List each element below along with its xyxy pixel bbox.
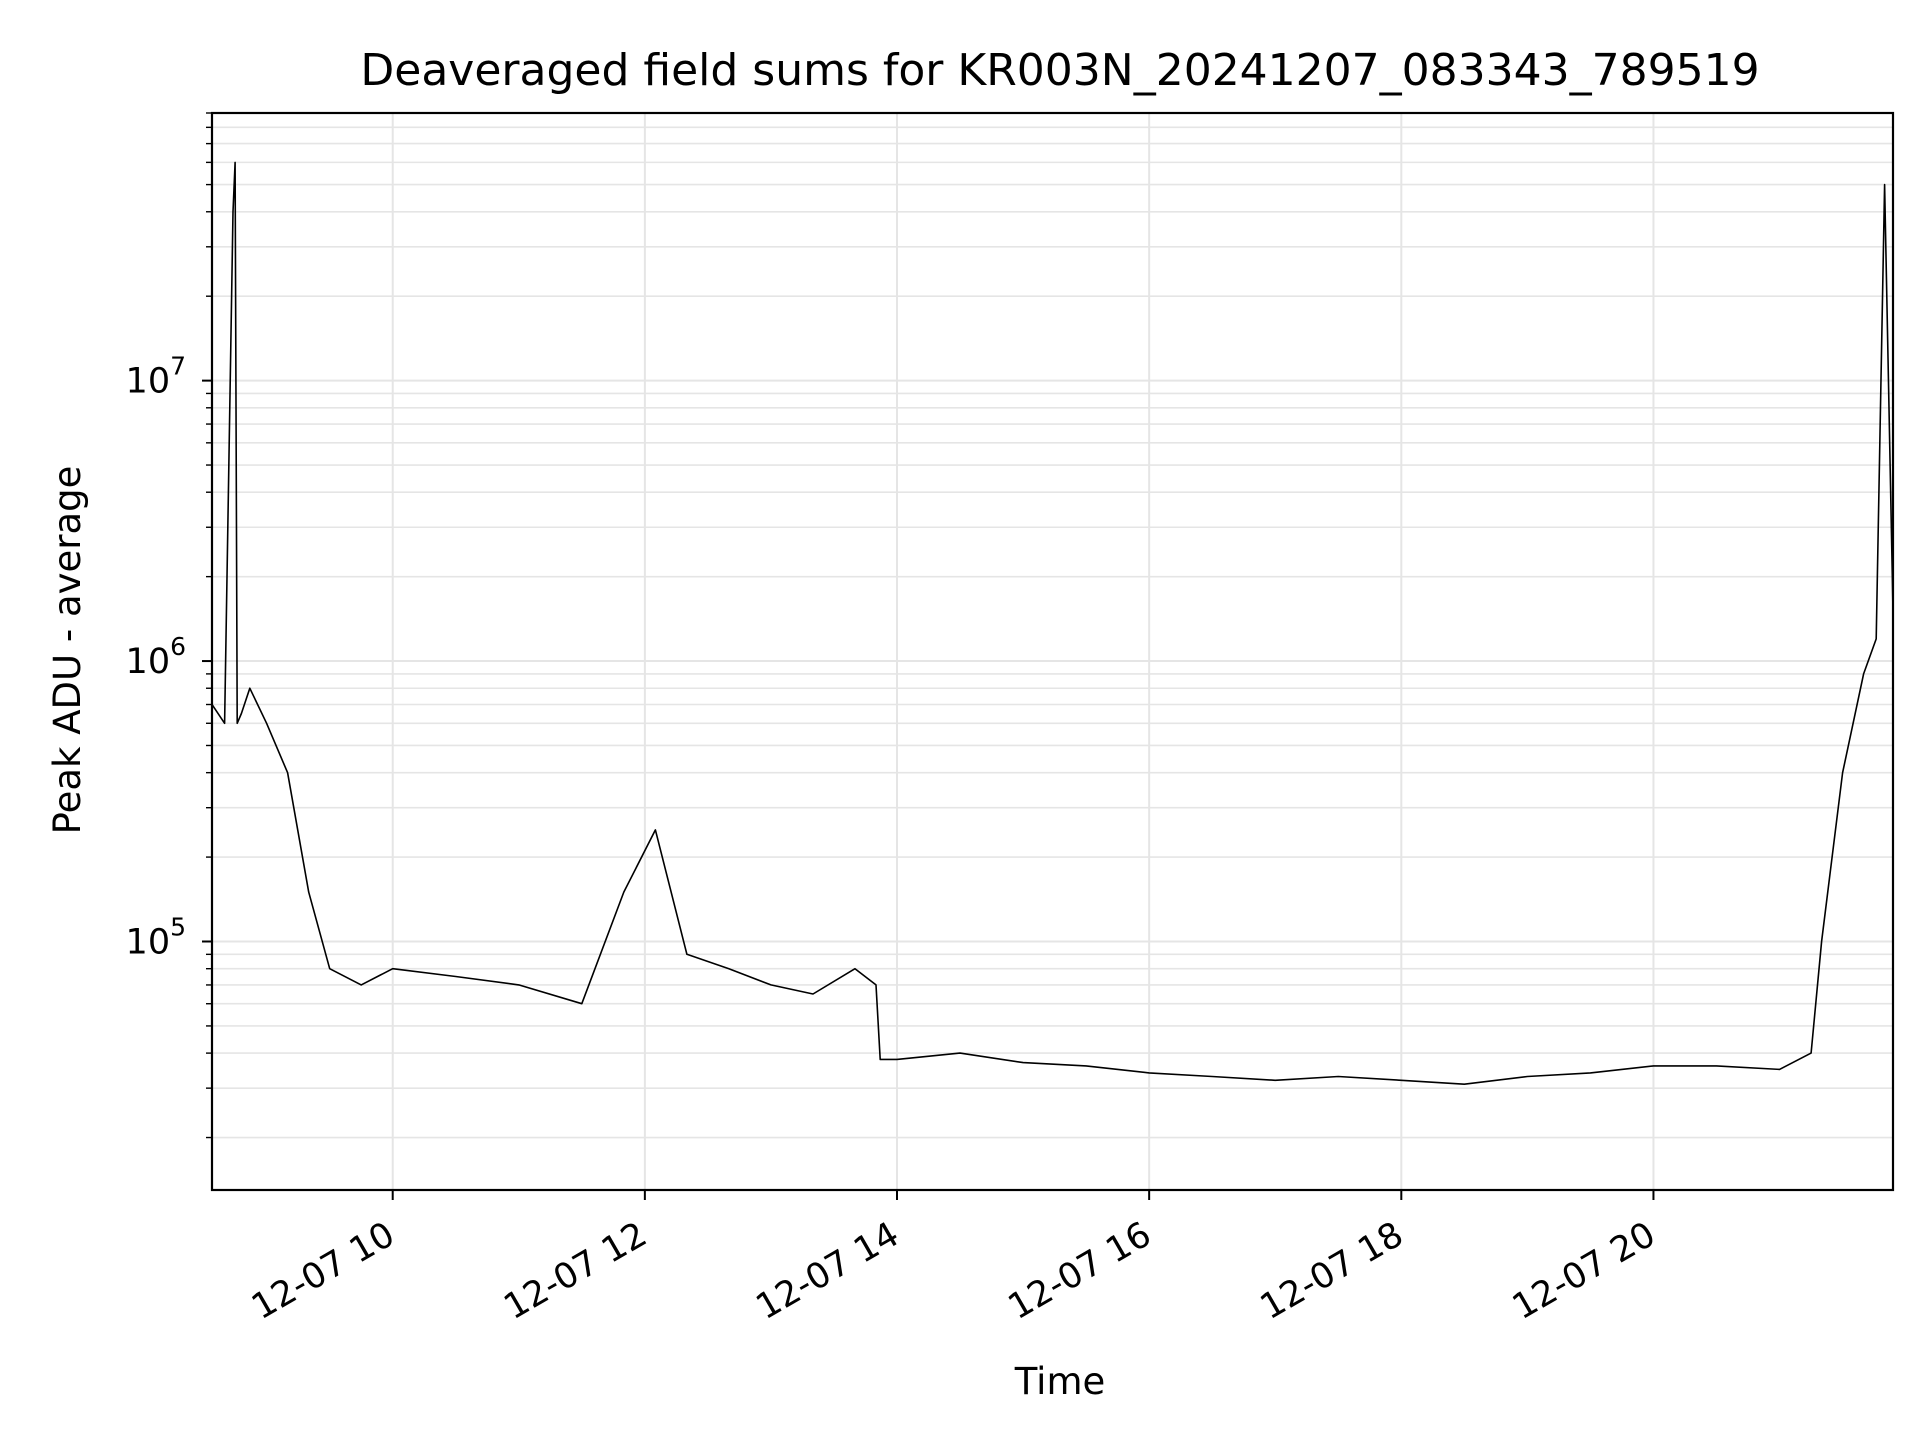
x-axis-label: Time (1014, 1360, 1106, 1403)
y-axis-label: Peak ADU - average (46, 466, 89, 835)
series-line (212, 161, 1893, 1085)
y-tick-label: 105 (126, 913, 186, 963)
chart-title: Deaveraged field sums for KR003N_2024120… (360, 45, 1759, 96)
data-area (212, 161, 1893, 1085)
y-tick-label: 106 (126, 632, 186, 682)
plot-frame (210, 111, 1895, 1192)
y-tick-label: 107 (126, 352, 186, 402)
grid (212, 112, 1893, 1190)
